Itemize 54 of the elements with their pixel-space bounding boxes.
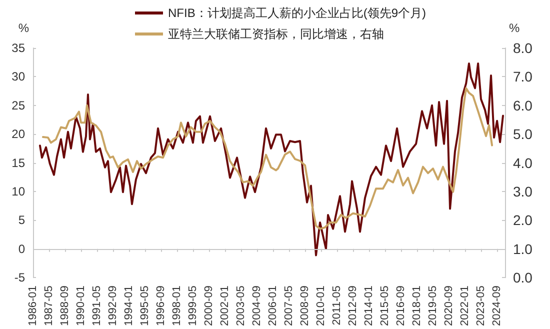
y-axis-title: % <box>18 21 30 35</box>
y-tick-label: 15 <box>12 156 26 170</box>
x-tick-label: 1986-01 <box>27 286 39 326</box>
x-tick-label: 2006-01 <box>267 286 280 326</box>
y-tick-label: 30 <box>12 70 26 84</box>
x-tick-label: 1990-01 <box>75 286 88 326</box>
line-series <box>42 87 494 230</box>
x-tick-label: 2007-05 <box>282 286 295 326</box>
y2-tick-label: 3.0 <box>513 184 533 200</box>
y2-tick-label: 0.0 <box>513 270 533 286</box>
x-tick-label: 2011-05 <box>330 286 343 326</box>
x-tick-label: 2015-05 <box>378 286 391 326</box>
legend-label: NFIB：计划提高工人薪的小企业占比(领先9个月) <box>168 6 426 20</box>
x-tick-label: 2004-09 <box>251 286 264 326</box>
x-tick-label: 2023-05 <box>474 286 487 326</box>
y2-axis-title: % <box>509 21 520 35</box>
x-tick-label: 2024-09 <box>491 286 504 326</box>
x-tick-label: 2018-01 <box>411 286 424 326</box>
y-tick-label: 0 <box>18 242 26 256</box>
y2-tick-label: 5.0 <box>513 126 533 142</box>
y-tick-label: 20 <box>12 127 26 142</box>
x-tick-label: 1999-05 <box>186 286 199 326</box>
x-tick-label: 2000-09 <box>203 286 216 326</box>
x-tick-label: 2016-09 <box>395 286 408 326</box>
x-tick-label: 1992-09 <box>107 286 120 326</box>
x-tick-label: 1995-05 <box>138 286 151 326</box>
x-tick-label: 1994-01 <box>123 286 136 326</box>
x-tick-label: 2002-01 <box>219 286 232 326</box>
y2-tick-label: 8.0 <box>513 40 533 56</box>
y-tick-label: 10 <box>12 184 26 199</box>
x-tick-label: 1988-09 <box>59 286 72 326</box>
y2-tick-label: 1.0 <box>513 240 533 257</box>
x-tick-label: 2020-09 <box>443 286 456 326</box>
line-series <box>38 62 504 256</box>
y2-tick-label: 2.0 <box>513 212 533 228</box>
x-tick-label: 1987-05 <box>42 286 55 326</box>
x-tick-label: 1996-09 <box>155 286 168 326</box>
y2-tick-label: 4.0 <box>513 154 533 171</box>
x-tick-label: 1998-01 <box>171 286 184 326</box>
y-tick-label: 35 <box>12 41 26 55</box>
x-tick-label: 2012-09 <box>347 286 360 326</box>
x-tick-label: 2010-01 <box>315 286 328 326</box>
y-tick-label: 25 <box>12 98 26 112</box>
x-tick-label: 2019-05 <box>426 286 439 326</box>
y2-tick-label: 6.0 <box>513 97 533 114</box>
y2-tick-label: 7.0 <box>513 68 533 85</box>
x-tick-label: 2003-05 <box>234 286 247 326</box>
x-tick-label: 2022-01 <box>459 286 472 326</box>
legend-label: 亚特兰大联储工资指标，同比增速，右轴 <box>168 27 384 41</box>
y-tick-label: -5 <box>14 270 26 285</box>
y-tick-label: 5 <box>18 213 26 228</box>
x-tick-label: 2008-09 <box>299 286 312 326</box>
x-tick-label: 1991-05 <box>90 286 103 326</box>
x-tick-label: 2014-01 <box>363 286 376 326</box>
